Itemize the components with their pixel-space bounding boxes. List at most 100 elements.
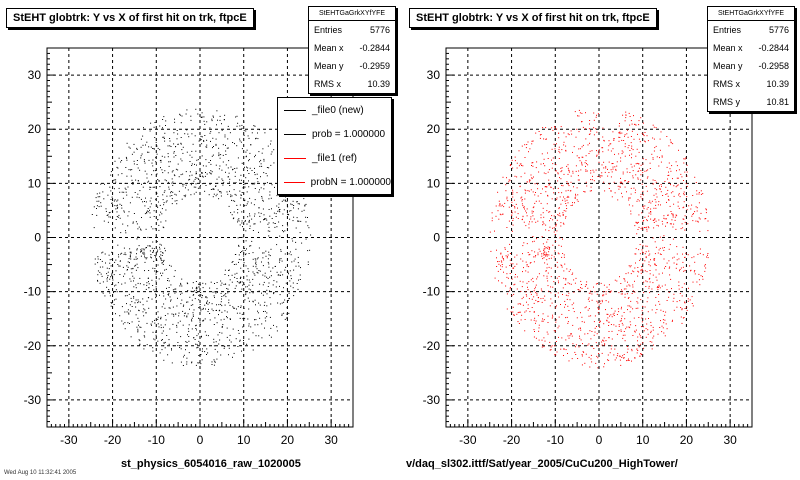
scatter-point [637, 133, 638, 135]
scatter-point [290, 254, 292, 256]
scatter-point [515, 216, 517, 218]
scatter-point [226, 288, 228, 289]
scatter-point [555, 330, 556, 332]
scatter-point [142, 311, 144, 313]
left-stats-box: StEHTGaGrkXYfYFE Entries 5776 Mean x -0.28… [308, 6, 396, 94]
scatter-point [139, 283, 141, 285]
scatter-point [661, 220, 663, 222]
scatter-point [686, 196, 688, 198]
scatter-point [139, 343, 141, 345]
scatter-point [514, 160, 516, 162]
left-plot-title: StEHT globtrk: Y vs X of first hit on tr… [6, 8, 254, 28]
scatter-point [259, 270, 261, 272]
scatter-point [246, 191, 248, 193]
scatter-point [599, 326, 601, 328]
scatter-point [514, 175, 516, 177]
scatter-point [217, 334, 219, 336]
scatter-point [523, 242, 525, 244]
scatter-point [146, 322, 148, 324]
scatter-point [650, 325, 652, 327]
scatter-point [646, 177, 648, 179]
scatter-point [262, 274, 264, 276]
scatter-point [233, 307, 234, 309]
stat-label: RMS x [314, 79, 341, 89]
scatter-point [180, 143, 182, 145]
scatter-point [159, 125, 161, 127]
scatter-point [502, 213, 504, 215]
scatter-point [253, 204, 255, 206]
scatter-point [613, 324, 615, 326]
scatter-point [194, 135, 196, 137]
scatter-point [535, 167, 537, 169]
scatter-point [654, 258, 656, 260]
scatter-point [524, 172, 526, 174]
scatter-point [582, 156, 584, 158]
scatter-point [571, 335, 573, 337]
scatter-point [631, 348, 633, 350]
scatter-point [136, 248, 138, 250]
scatter-point [546, 267, 548, 269]
scatter-point [565, 149, 567, 151]
scatter-point [639, 259, 641, 261]
scatter-point [114, 299, 115, 301]
scatter-point [271, 218, 273, 219]
scatter-point [239, 182, 241, 184]
scatter-point [252, 301, 254, 303]
scatter-point [168, 294, 169, 296]
scatter-point [143, 160, 145, 162]
scatter-point [603, 340, 605, 342]
scatter-point [505, 266, 507, 268]
scatter-point [212, 188, 214, 190]
scatter-point [609, 315, 610, 317]
scatter-point [158, 224, 160, 226]
scatter-point [590, 290, 592, 292]
scatter-point [245, 156, 247, 158]
scatter-point [102, 251, 104, 253]
scatter-point [144, 309, 146, 311]
scatter-point [210, 172, 212, 174]
scatter-point [662, 247, 664, 249]
x-tick-label: -10 [148, 433, 166, 447]
scatter-point [238, 282, 240, 284]
scatter-point [662, 327, 664, 329]
scatter-point [155, 334, 157, 336]
scatter-point [100, 202, 102, 204]
scatter-point [604, 344, 606, 346]
scatter-point [188, 330, 190, 332]
scatter-point [169, 145, 171, 147]
scatter-point [497, 191, 499, 193]
scatter-point [602, 295, 604, 297]
scatter-point [225, 171, 226, 173]
scatter-point [199, 348, 201, 350]
scatter-point [258, 212, 260, 214]
scatter-point [241, 350, 242, 352]
scatter-point [160, 159, 162, 161]
scatter-point [497, 261, 498, 263]
scatter-point [134, 265, 136, 267]
scatter-point [273, 149, 275, 151]
scatter-point [152, 228, 154, 230]
scatter-point [162, 226, 164, 228]
scatter-point [645, 336, 647, 338]
scatter-point [532, 241, 534, 243]
scatter-point [171, 348, 172, 350]
scatter-point [567, 182, 569, 184]
scatter-point [521, 200, 523, 202]
scatter-point [231, 281, 233, 283]
scatter-point [616, 355, 618, 357]
scatter-point [595, 342, 597, 344]
scatter-point [653, 150, 655, 152]
scatter-point [298, 220, 300, 222]
scatter-point [524, 319, 526, 320]
scatter-point [545, 139, 547, 140]
scatter-point [266, 276, 268, 278]
scatter-point [201, 112, 203, 114]
scatter-point [577, 179, 579, 181]
scatter-point [644, 216, 646, 218]
scatter-point [661, 331, 663, 333]
scatter-point [600, 282, 602, 284]
scatter-point [154, 170, 156, 172]
scatter-point [183, 195, 185, 197]
scatter-point [605, 300, 607, 302]
scatter-point [558, 150, 560, 152]
